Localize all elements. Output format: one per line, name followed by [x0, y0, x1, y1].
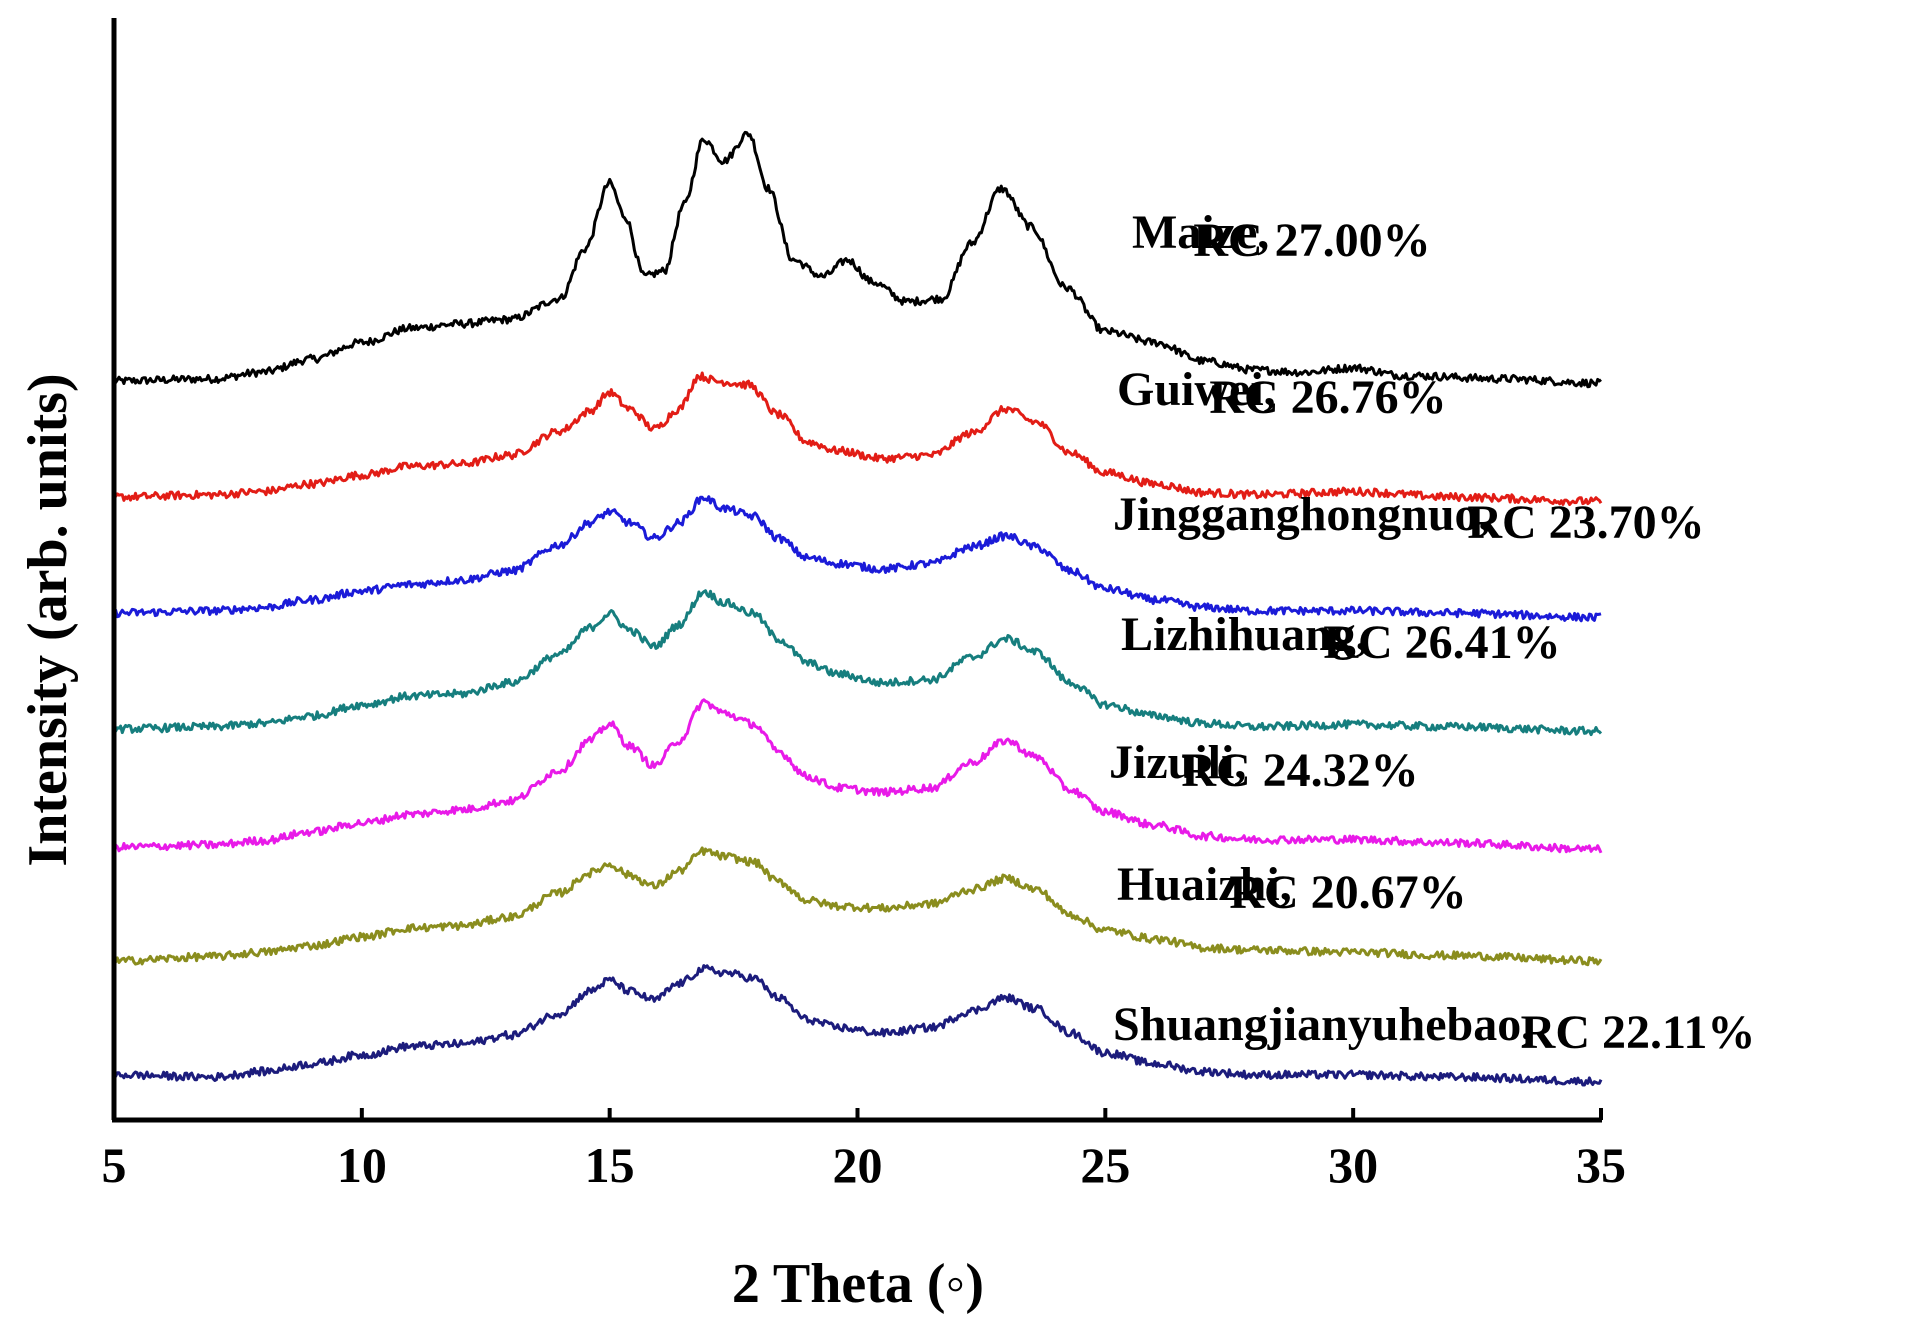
x-tick-label: 5: [102, 1137, 127, 1193]
series-line-huaizhi: [113, 846, 1603, 967]
series-line-jingganghongnuo: [113, 495, 1602, 623]
series-line-maize: [112, 130, 1602, 389]
series-rc-shuangjianyuhebao: RC 22.11%: [1521, 1006, 1756, 1059]
y-axis-title: Intensity (arb. units): [17, 373, 79, 866]
series-label-shuangjianyuhebao: Shuangjianyuhebao,: [1113, 998, 1533, 1051]
series-rc-jingganghongnuo: RC 23.70%: [1467, 496, 1704, 549]
series-rc-huaizhi: RC 20.67%: [1229, 866, 1466, 919]
series-rc-jizuili: RC 24.32%: [1181, 744, 1418, 797]
series-curves: [112, 130, 1603, 1087]
series-line-jizuili: [113, 698, 1603, 854]
x-tick-label: 20: [833, 1137, 883, 1193]
series-line-shuangjianyuhebao: [112, 964, 1603, 1087]
series-label-lizhihuang: Lizhihuang,: [1121, 608, 1368, 661]
x-tick-label: 10: [337, 1137, 387, 1193]
x-tick-label: 25: [1080, 1137, 1130, 1193]
series-rc-maize: RC 27.00%: [1193, 214, 1430, 267]
series-rc-guiwei: RC 26.76%: [1209, 371, 1446, 424]
x-tick-label: 35: [1576, 1137, 1626, 1193]
x-ticks: 5 10 15 20 25 30 35: [102, 1108, 1626, 1193]
series-rc-lizhihuang: RC 26.41%: [1323, 616, 1560, 669]
x-axis-title: 2 Theta (◦): [732, 1253, 984, 1315]
series-label-huaizhi: Huaizhi,: [1117, 858, 1292, 911]
x-tick-label: 30: [1328, 1137, 1378, 1193]
series-label-jizuili: Jizuili,: [1109, 736, 1246, 789]
series-line-guiwei: [112, 371, 1603, 507]
series-line-lizhihuang: [112, 589, 1603, 737]
series-labels: Maize,RC 27.00% Guiwei,RC 26.76% Jinggangh…: [1109, 206, 1755, 1059]
series-label-jingganghongnuo: Jingganghongnuo,: [1113, 488, 1491, 541]
x-tick-label: 15: [585, 1137, 635, 1193]
series-label-guiwei: Guiwei,: [1117, 363, 1276, 416]
series-label-maize: Maize,: [1132, 206, 1269, 259]
